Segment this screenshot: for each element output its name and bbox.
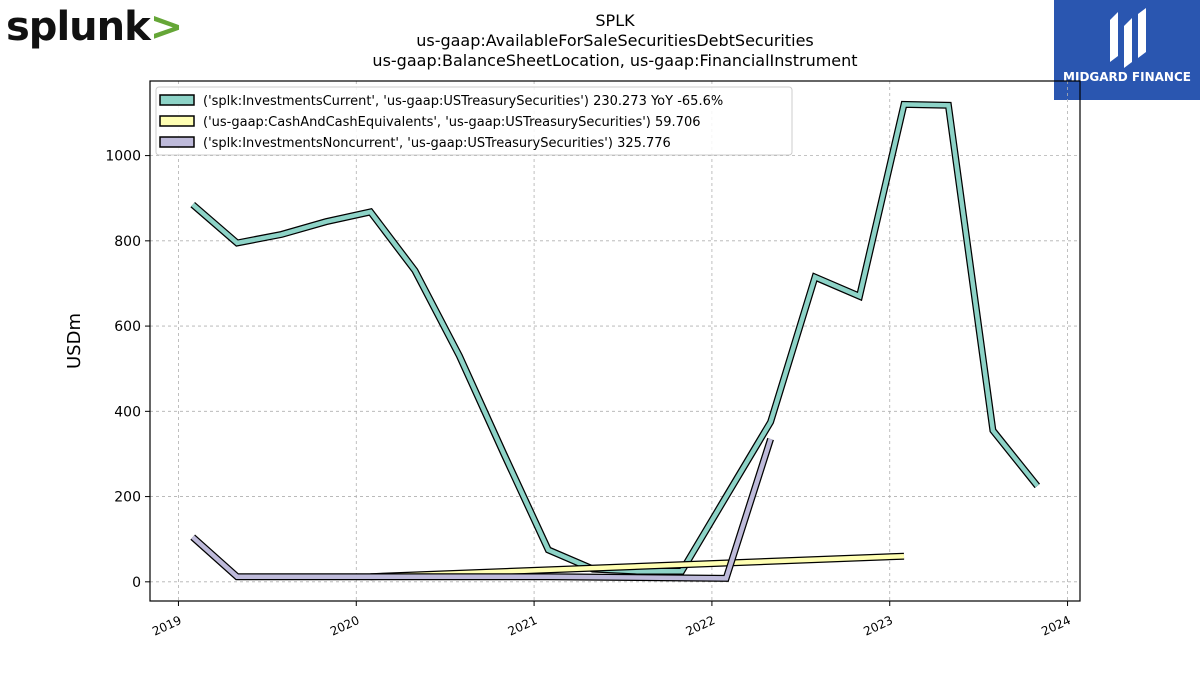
x-tick-label-2021: 2021 bbox=[506, 613, 540, 639]
x-tick-label-2019: 2019 bbox=[150, 613, 184, 639]
splunk-logo-text: splunk bbox=[6, 4, 151, 50]
series-lines bbox=[190, 100, 1041, 582]
y-axis-label: USDm bbox=[64, 313, 85, 369]
legend-label-2: ('us-gaap:CashAndCashEquivalents', 'us-g… bbox=[203, 115, 701, 130]
legend-swatch-2 bbox=[159, 115, 195, 127]
x-axis-ticks: 2019 2020 2021 2022 2023 2024 bbox=[150, 601, 1073, 639]
legend-swatch-1 bbox=[159, 94, 195, 106]
x-tick-label-2024: 2024 bbox=[1039, 613, 1073, 639]
y-tick-label-400: 400 bbox=[114, 404, 141, 420]
y-tick-label-600: 600 bbox=[114, 319, 141, 335]
midgard-emblem-icon bbox=[1110, 8, 1146, 68]
y-tick-label-0: 0 bbox=[132, 575, 141, 591]
x-tick-label-2023: 2023 bbox=[861, 613, 895, 639]
series-3-outline bbox=[190, 437, 774, 582]
chart-title: SPLKus-gaap:AvailableForSaleSecuritiesDe… bbox=[372, 11, 857, 70]
x-tick-label-2020: 2020 bbox=[328, 613, 362, 639]
legend: ('splk:InvestmentsCurrent', 'us-gaap:UST… bbox=[155, 86, 793, 156]
plot-frame bbox=[149, 80, 1081, 602]
chart-title-line-2: us-gaap:AvailableForSaleSecuritiesDebtSe… bbox=[416, 31, 814, 50]
legend-swatch-3 bbox=[159, 136, 195, 148]
y-tick-label-1000: 1000 bbox=[105, 149, 141, 165]
series-3-line bbox=[191, 438, 773, 581]
midgard-finance-logo: MIDGARD FINANCE bbox=[1054, 0, 1200, 100]
legend-label-1: ('splk:InvestmentsCurrent', 'us-gaap:UST… bbox=[203, 94, 723, 109]
chart-title-line-1: SPLK bbox=[595, 11, 635, 30]
grid bbox=[150, 81, 1080, 601]
legend-label-3: ('splk:InvestmentsNoncurrent', 'us-gaap:… bbox=[203, 136, 671, 151]
chart-title-line-3: us-gaap:BalanceSheetLocation, us-gaap:Fi… bbox=[372, 51, 857, 70]
series-1-line bbox=[191, 102, 1040, 574]
series-1-outline bbox=[190, 100, 1041, 575]
x-tick-label-2022: 2022 bbox=[684, 613, 718, 639]
splunk-logo: splunk> bbox=[6, 4, 184, 50]
chevron-icon: > bbox=[149, 4, 184, 50]
y-tick-label-800: 800 bbox=[114, 234, 141, 250]
y-tick-label-200: 200 bbox=[114, 490, 141, 506]
midgard-logo-text: MIDGARD FINANCE bbox=[1063, 70, 1191, 84]
legend-box bbox=[155, 86, 793, 156]
y-axis-ticks: 0 200 400 600 800 1000 bbox=[105, 149, 150, 591]
